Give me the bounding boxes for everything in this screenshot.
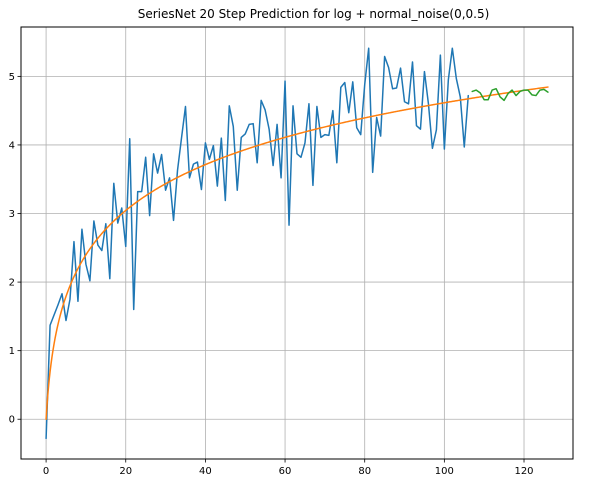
prediction-series-line [471,87,549,102]
y-axis: 0 1 2 3 4 5 [9,72,21,426]
x-tick-label: 20 [119,466,132,477]
x-tick-label: 120 [514,466,533,477]
y-tick-label: 4 [9,140,15,151]
x-tick-label: 100 [435,466,454,477]
grid-lines [21,27,573,459]
plot-frame [20,26,574,460]
y-tick-label: 5 [9,72,15,83]
noisy-series-line [45,47,470,440]
log-series-line [45,86,549,420]
y-tick-label: 1 [9,346,15,357]
chart-title: SeriesNet 20 Step Prediction for log + n… [138,7,490,21]
y-tick-label: 2 [9,278,15,289]
y-tick-label: 0 [9,415,15,426]
series-layer [45,47,549,440]
y-tick-label: 3 [9,209,15,220]
x-axis: 0 20 40 60 80 100 120 [43,459,534,477]
x-tick-label: 40 [199,466,212,477]
x-tick-label: 80 [358,466,371,477]
x-tick-label: 0 [43,466,49,477]
x-tick-label: 60 [279,466,292,477]
